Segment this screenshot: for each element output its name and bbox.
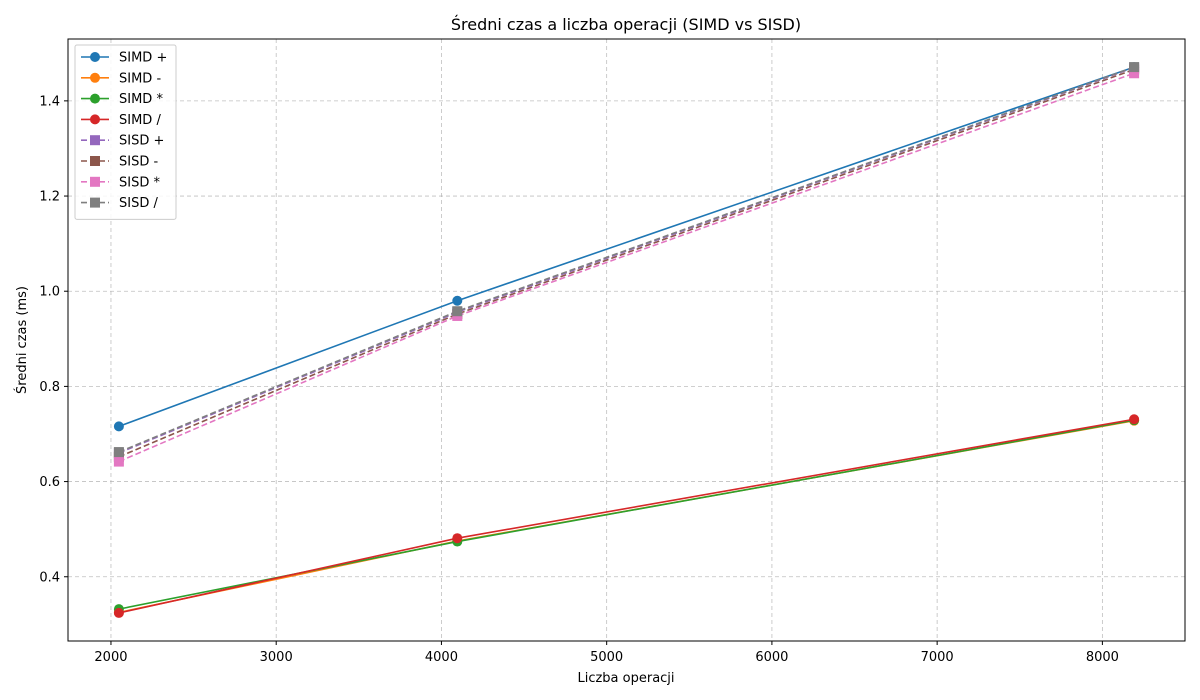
data-point-sisd-times [113,456,124,467]
legend-label-sisd-times: SISD * [119,175,160,190]
legend-label-simd-minus: SIMD - [119,71,161,86]
x-tick-label: 4000 [425,650,458,665]
y-tick-label: 1.2 [39,190,60,205]
legend-label-simd-div: SIMD / [119,113,161,128]
series-line-sisd-minus [118,68,1135,458]
series-simd-div [113,414,1140,618]
legend-marker-sisd-minus [90,156,100,166]
x-tick-label: 3000 [260,650,293,665]
legend: SIMD + SIMD - SIMD * SIMD / SISD + SISD - SISD… [74,44,177,220]
series-sisd-minus [113,64,1140,462]
x-tick-label: 5000 [590,650,623,665]
legend-entry-simd-times: SIMD * [81,92,163,107]
axis-ticks: 2000 3000 4000 5000 6000 7000 8000 0.4 0.6 0.8 1.0… [39,94,1119,665]
legend-marker-simd-times [90,93,100,104]
data-point-simd-div [113,607,124,618]
series-line-simd-minus [118,419,1135,614]
y-tick-label: 0.8 [39,380,60,395]
legend-label-sisd-plus: SISD + [119,134,164,149]
data-point-simd-plus [452,295,463,306]
data-point-sisd-div [113,447,124,458]
legend-marker-simd-div [90,114,100,125]
series-line-sisd-div [118,66,1135,453]
plot-area [67,38,1186,642]
y-axis-label: Średni czas (ms) [14,286,30,394]
data-point-sisd-times [1129,68,1140,79]
series-line-sisd-times [118,72,1135,463]
legend-entry-sisd-times: SISD * [81,175,160,190]
y-tick-label: 0.6 [39,475,60,490]
x-axis-label: Liczba operacji [577,671,674,686]
grid [68,39,1185,641]
legend-label-sisd-minus: SISD - [119,155,158,170]
data-point-simd-div [452,533,463,544]
legend-entry-sisd-plus: SISD + [81,134,164,149]
legend-entry-simd-plus: SIMD + [81,51,167,66]
series-sisd-div [113,62,1140,458]
series-sisd-times [113,68,1140,467]
data-point-simd-div [1129,414,1140,425]
legend-entry-sisd-div: SISD / [81,196,158,211]
legend-label-simd-plus: SIMD + [119,51,167,66]
legend-marker-sisd-plus [90,135,100,146]
series-sisd-plus [113,62,1140,459]
legend-entry-simd-div: SIMD / [81,113,161,128]
legend-label-simd-times: SIMD * [119,92,163,107]
legend-marker-sisd-div [90,197,100,208]
x-tick-label: 8000 [1086,650,1119,665]
legend-marker-simd-plus [90,52,100,62]
data-point-sisd-div [1129,62,1140,73]
legend-box [74,44,177,220]
series-simd-plus [113,62,1140,432]
x-tick-label: 2000 [94,650,127,665]
legend-label-sisd-div: SISD / [119,196,158,211]
legend-entry-simd-minus: SIMD - [81,71,161,86]
y-tick-label: 0.4 [39,570,60,585]
chart-title: Średni czas a liczba operacji (SIMD vs S… [451,15,801,34]
x-tick-label: 7000 [921,650,954,665]
data-point-simd-plus [113,421,124,432]
data-point-sisd-div [452,306,463,317]
y-tick-label: 1.0 [39,285,60,300]
x-tick-label: 6000 [755,650,788,665]
legend-entry-sisd-minus: SISD - [81,155,158,170]
legend-marker-sisd-times [90,176,100,187]
series-line-sisd-plus [118,66,1135,454]
legend-marker-simd-minus [90,72,100,83]
series-line-simd-plus [118,66,1135,428]
series-layer [113,62,1140,618]
y-tick-label: 1.4 [39,94,60,109]
